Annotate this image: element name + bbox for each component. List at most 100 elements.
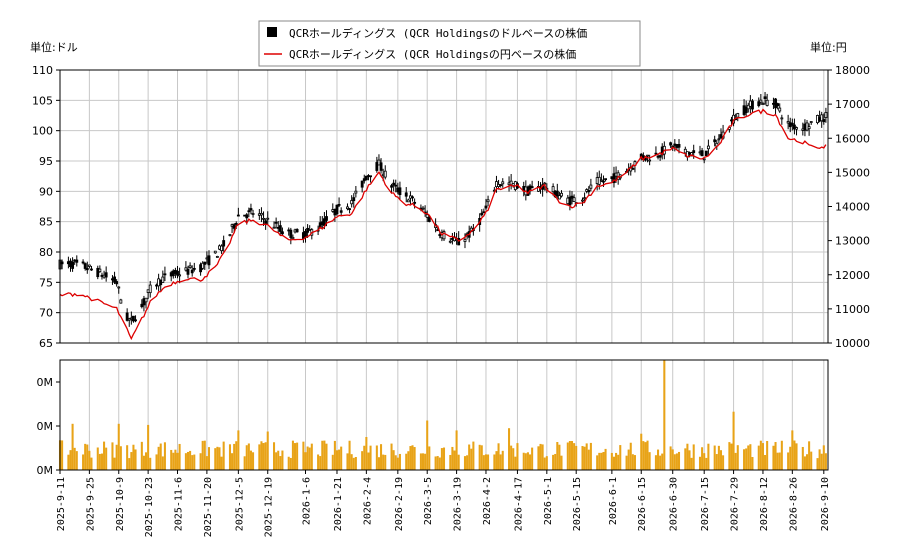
volume-bar [176,452,179,470]
volume-bar [319,456,322,470]
volume-bar [495,451,498,470]
candle-body [295,229,299,233]
volume-bar [453,450,456,470]
candle-body [337,203,341,206]
candle-body [245,214,249,219]
volume-bar [703,453,706,470]
x-tick-label: 2026-3-5 [423,477,434,525]
volume-bar [795,443,798,470]
volume-bar [457,454,460,470]
candle-body [369,175,372,178]
volume-bar [363,445,366,470]
volume-bar [117,423,120,470]
volume-bar [675,453,678,470]
volume-bar [824,453,827,470]
volume-bar [308,447,311,470]
volume-bar [249,450,252,470]
candle-body [555,190,559,197]
candle-body [140,303,144,308]
volume-bar [556,441,559,470]
volume-bar [275,452,278,470]
volume-bar [772,445,775,470]
right-tick-label: 16000 [835,132,870,145]
volume-bar [692,444,695,470]
volume-bar [512,448,515,470]
volume-bar [69,450,72,470]
volume-bar [73,447,76,470]
volume-bar [100,453,103,470]
x-tick-label: 2026-7-15 [700,477,711,531]
volume-bar [596,455,599,470]
volume-bar [86,444,89,470]
volume-bar [539,443,542,470]
candle-body [581,199,584,202]
candle-body [757,101,761,107]
candle-body [232,224,236,229]
volume-bar [413,447,416,470]
volume-bar [222,441,225,470]
volume-bar [172,452,175,470]
candle-body [71,261,75,269]
candle-body [751,100,754,110]
volume-bar [707,443,710,470]
volume-bar [493,454,496,470]
candle-body [790,122,794,126]
volume-bar [480,445,483,470]
candle-body [646,154,649,157]
volume-bar [761,443,764,470]
volume-bar [487,454,490,470]
candle-body [360,180,364,188]
volume-bar [759,440,762,470]
volume-bar [436,456,439,470]
candle-body [463,239,467,242]
volume-bar [659,455,662,470]
x-tick-label: 2025-12-5 [234,477,245,531]
candle-body [222,240,226,247]
x-tick-label: 2026-6-1 [608,477,619,525]
volume-bar [361,451,364,470]
volume-bar [382,454,385,470]
legend-label-usd: QCRホールディングス (QCR Holdingsのドルベースの株価 [289,26,587,40]
volume-bar [178,443,181,470]
left-tick-label: 65 [39,337,53,350]
candle-body [190,269,194,274]
volume-bar [243,456,246,470]
volume-bar [428,446,431,470]
x-tick-label: 2025-9-25 [85,477,96,531]
volume-plot-frame [59,359,829,471]
candle-body [406,199,410,203]
volume-bar [438,457,441,470]
volume-bar [157,446,160,470]
right-tick-label: 13000 [835,235,870,248]
volume-bar [186,451,190,470]
volume-bar [508,428,511,470]
volume-bar [155,454,158,470]
volume-bar [801,446,804,470]
candle-body [213,250,217,254]
candle-body [201,262,205,269]
volume-bar [455,430,458,470]
volume-bar [424,453,427,470]
volume-bar [273,442,276,470]
candle-body [763,96,767,99]
candle-body [144,297,148,303]
candle-body [176,270,179,276]
candle-body [501,181,505,185]
volume-bar [640,433,643,470]
left-tick-label: 105 [32,94,53,107]
candle-body [75,259,79,263]
volume-bar [669,446,672,470]
volume-bar [163,442,166,470]
candle-body [188,265,192,268]
candle-body [583,197,587,200]
volume-bar [698,456,702,470]
volume-bar [776,452,779,470]
volume-bar [787,452,790,470]
volume-bar [663,360,666,470]
volume-bar [732,411,735,470]
volume-bar [734,452,737,470]
right-tick-label: 11000 [835,303,870,316]
left-tick-label: 90 [39,185,53,198]
volume-bar [587,449,590,470]
volume-bar [147,424,150,470]
